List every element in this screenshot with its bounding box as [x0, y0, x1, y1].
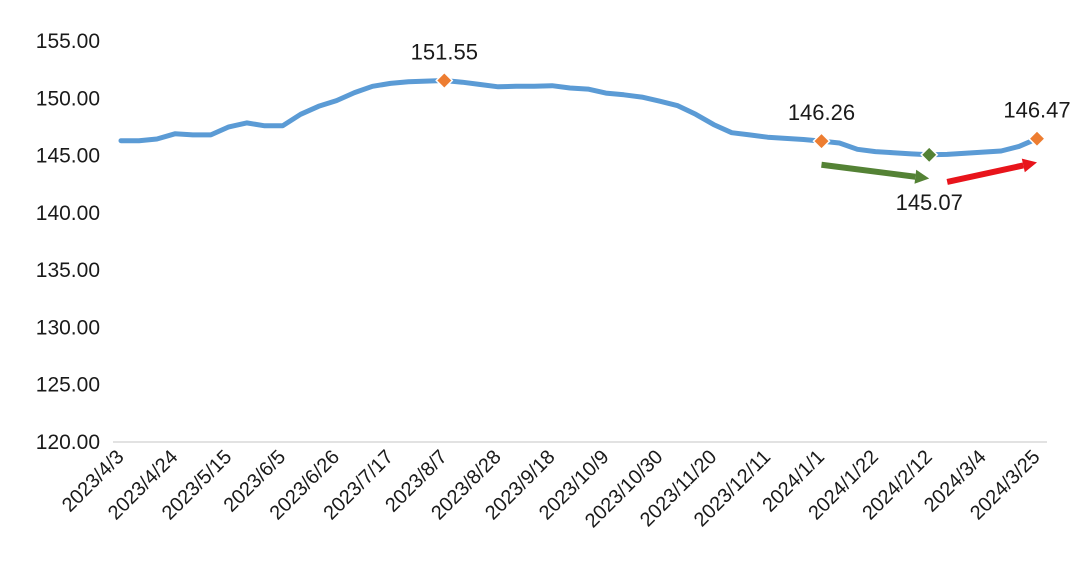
data-label: 146.47 [1003, 98, 1070, 123]
y-tick-label: 140.00 [36, 202, 100, 225]
y-axis: 120.00 125.00 130.00 135.00 140.00 145.00 150.… [36, 30, 100, 454]
y-tick-label: 135.00 [36, 259, 100, 282]
data-label: 146.26 [788, 100, 855, 125]
y-tick-label: 145.00 [36, 145, 100, 168]
data-point-marker [812, 132, 831, 151]
data-point-marker [1027, 129, 1047, 148]
y-tick-label: 150.00 [36, 87, 100, 110]
series-line [118, 78, 1040, 158]
down-arrow [821, 161, 930, 184]
x-axis: 2023/4/32023/4/242023/5/152023/6/52023/6… [58, 446, 1045, 532]
y-tick-label: 125.00 [36, 374, 100, 397]
y-tick-label: 130.00 [36, 316, 100, 339]
data-label: 145.07 [896, 190, 963, 215]
y-tick-label: 120.00 [36, 431, 100, 454]
data-point-marker [435, 71, 454, 90]
y-tick-label: 155.00 [36, 30, 100, 53]
data-label: 151.55 [411, 40, 478, 65]
data-point-marker [920, 145, 939, 164]
up-arrow [946, 158, 1037, 185]
data-markers: 151.55 146.26 145.07 146.47 [411, 40, 1071, 215]
trend-arrows [821, 158, 1037, 185]
